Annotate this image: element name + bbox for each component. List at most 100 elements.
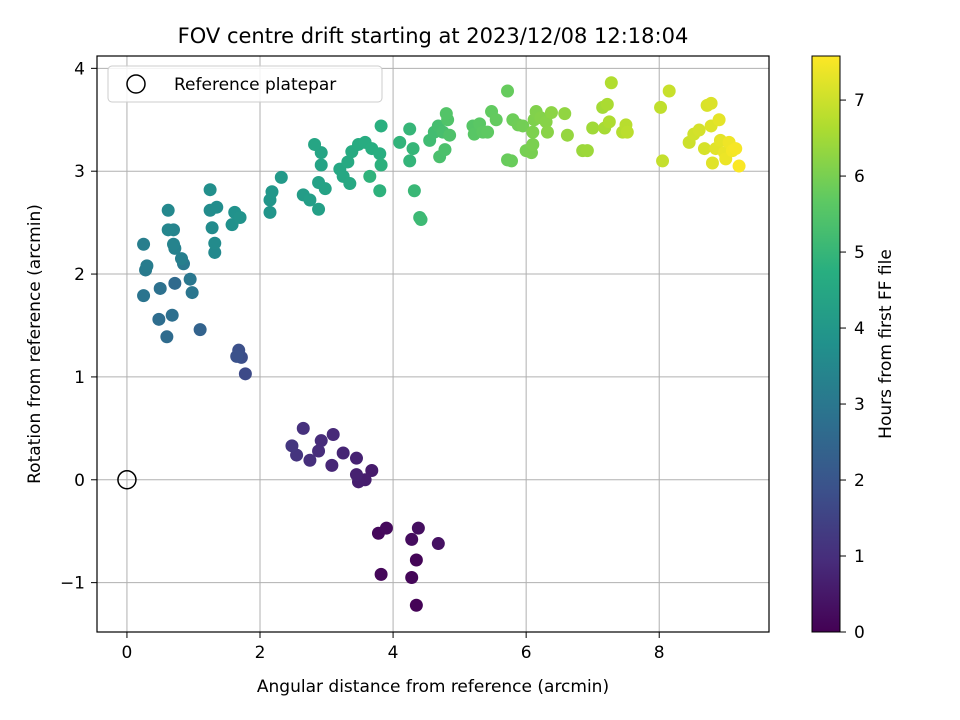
- data-point: [729, 142, 743, 156]
- data-point: [560, 128, 574, 142]
- colorbar-tick-label: 0: [854, 623, 865, 643]
- data-point: [580, 144, 594, 158]
- colorbar-tick-label: 6: [854, 167, 865, 187]
- x-tick-label: 6: [521, 643, 532, 663]
- data-points: [137, 76, 746, 612]
- data-point: [137, 289, 151, 303]
- data-point: [544, 106, 558, 120]
- data-point: [697, 142, 711, 156]
- colorbar-ticks: 0 1 2 3 4 5 6 7: [840, 91, 865, 643]
- data-point: [167, 237, 181, 251]
- data-point: [411, 521, 425, 535]
- data-point: [263, 205, 277, 219]
- data-point: [233, 210, 247, 224]
- data-point: [312, 444, 326, 458]
- y-tick-label: 4: [74, 59, 85, 79]
- data-point: [152, 312, 166, 326]
- x-tick-label: 2: [255, 643, 266, 663]
- data-point: [406, 142, 420, 156]
- y-tick-label: 1: [74, 368, 85, 388]
- data-point: [431, 537, 445, 551]
- data-point: [303, 453, 317, 467]
- y-axis-ticks: −1 0 1 2 3 4: [60, 59, 97, 594]
- colorbar-tick-label: 3: [854, 395, 865, 415]
- data-point: [296, 421, 310, 435]
- data-point: [314, 158, 328, 172]
- reference-platepar-marker: [117, 470, 137, 490]
- data-point: [363, 169, 377, 183]
- data-point: [374, 119, 388, 133]
- y-tick-label: 2: [74, 265, 85, 285]
- colorbar-label: Hours from first FF file: [876, 249, 896, 439]
- data-point: [303, 193, 317, 207]
- data-point: [489, 113, 503, 127]
- x-axis-ticks: 0 2 4 6 8: [122, 632, 665, 663]
- data-point: [712, 113, 726, 127]
- data-point: [168, 276, 182, 290]
- data-point: [153, 281, 167, 295]
- legend-label: Reference platepar: [174, 75, 336, 95]
- data-point: [602, 115, 616, 129]
- data-point: [379, 521, 393, 535]
- data-point: [174, 252, 188, 266]
- colorbar-tick-label: 4: [854, 319, 865, 339]
- data-point: [439, 107, 453, 121]
- data-point: [373, 184, 387, 198]
- colorbar-tick-label: 7: [854, 91, 865, 111]
- data-point: [373, 147, 387, 161]
- data-point: [656, 154, 670, 168]
- data-point: [732, 159, 746, 173]
- data-point: [374, 158, 388, 172]
- data-point: [414, 213, 428, 227]
- chart-title: FOV centre drift starting at 2023/12/08 …: [178, 24, 689, 48]
- data-point: [341, 155, 355, 169]
- data-point: [662, 84, 676, 98]
- data-point: [312, 202, 326, 216]
- data-point: [274, 170, 288, 184]
- data-point: [403, 154, 417, 168]
- data-point: [205, 221, 219, 235]
- data-point: [349, 451, 363, 465]
- data-point: [501, 84, 515, 98]
- data-point: [526, 137, 540, 151]
- data-point: [526, 125, 540, 139]
- data-point: [586, 121, 600, 135]
- plot-frame: [96, 55, 770, 633]
- x-axis-label: Angular distance from reference (arcmin): [257, 677, 609, 697]
- data-point: [558, 107, 572, 121]
- data-point: [654, 100, 668, 114]
- data-point: [438, 143, 452, 157]
- data-point: [140, 259, 154, 273]
- data-point: [265, 185, 279, 199]
- x-tick-label: 4: [388, 643, 399, 663]
- data-point: [238, 367, 252, 381]
- data-point: [208, 245, 222, 259]
- data-point: [285, 439, 299, 453]
- data-point: [137, 237, 151, 251]
- data-point: [403, 122, 417, 136]
- y-tick-label: −1: [60, 574, 85, 594]
- data-point: [160, 330, 174, 344]
- colorbar: 0 1 2 3 4 5 6 7 Hours from first FF file: [811, 55, 896, 643]
- data-point: [407, 184, 421, 198]
- y-axis-label: Rotation from reference (arcmin): [25, 204, 45, 484]
- data-point: [318, 182, 332, 196]
- data-point: [203, 183, 217, 197]
- data-point: [230, 349, 244, 363]
- data-point: [210, 200, 224, 214]
- y-tick-label: 0: [74, 471, 85, 491]
- data-point: [405, 570, 419, 584]
- data-point: [185, 286, 199, 300]
- data-point: [314, 434, 328, 448]
- data-point: [193, 323, 207, 337]
- legend-marker-icon: [126, 74, 146, 94]
- data-point: [325, 458, 339, 472]
- data-point: [161, 203, 175, 217]
- data-point: [183, 272, 197, 286]
- y-tick-label: 3: [74, 162, 85, 182]
- legend-box: [107, 65, 383, 103]
- data-point: [409, 553, 423, 567]
- data-point: [540, 125, 554, 139]
- data-point: [604, 76, 618, 90]
